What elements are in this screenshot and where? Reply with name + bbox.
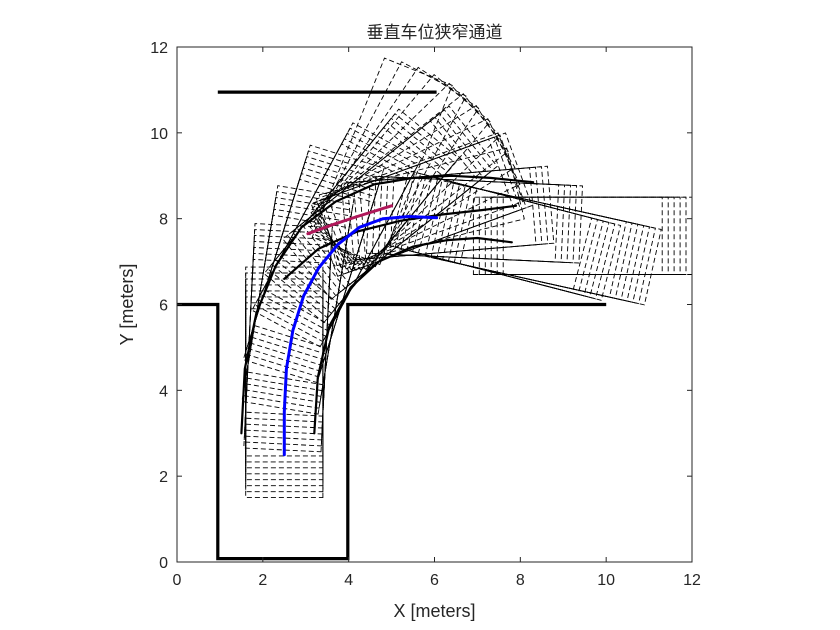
vehicle-footprint — [383, 176, 578, 264]
y-tick-label: 8 — [159, 212, 168, 229]
y-tick-label: 0 — [159, 555, 168, 572]
fanned-footprint — [315, 132, 524, 269]
fanned-footprint — [309, 73, 491, 271]
vehicle-footprint — [253, 144, 385, 350]
fanned-footprint — [318, 147, 525, 267]
x-tick-label: 0 — [173, 572, 182, 589]
swept-boundary-right — [313, 236, 513, 435]
vehicle-footprint — [249, 156, 381, 361]
planned-path — [282, 215, 439, 457]
vehicle-footprint — [300, 105, 498, 286]
fanned-footprint — [310, 93, 509, 271]
x-tick-label: 4 — [344, 572, 353, 589]
vehicle-footprint — [358, 165, 555, 260]
y-tick-label: 12 — [150, 40, 168, 57]
x-axis-label: X [meters] — [393, 601, 475, 621]
swept-boundary-mid — [283, 204, 518, 280]
y-tick-label: 10 — [150, 126, 168, 143]
fanned-footprint — [309, 66, 480, 269]
fanned-footprint — [309, 82, 501, 271]
chart-title: 垂直车位狭窄通道 — [367, 23, 503, 43]
vehicle-footprint — [389, 176, 583, 264]
swept-boundary-left — [240, 174, 535, 435]
vehicle-footprint — [245, 266, 324, 457]
parking-walls-layer — [177, 90, 607, 561]
vehicle-footprints-layer — [241, 57, 692, 499]
y-tick-label: 2 — [159, 469, 168, 486]
axis-ticks: 0 2 4 6 8 10 12 0 2 4 6 8 10 12 — [150, 40, 701, 589]
x-tick-label: 8 — [516, 572, 525, 589]
vehicle-footprint — [459, 187, 662, 306]
x-tick-label: 6 — [430, 572, 439, 589]
x-tick-label: 2 — [258, 572, 267, 589]
y-tick-label: 6 — [159, 298, 168, 315]
vehicle-footprint — [417, 177, 622, 301]
parking-wall — [177, 302, 607, 561]
vehicle-footprint — [296, 109, 494, 289]
y-axis-label: Y [meters] — [117, 264, 137, 346]
swept-boundaries-layer — [240, 174, 535, 435]
alternate-path — [306, 204, 394, 236]
x-tick-label: 10 — [597, 572, 615, 589]
vehicle-footprint — [245, 272, 324, 463]
paths-layer — [282, 204, 439, 457]
vehicle-footprint — [245, 223, 333, 417]
vehicle-footprint — [262, 122, 422, 327]
vehicle-footprint — [278, 108, 460, 305]
vehicle-footprint — [246, 185, 355, 386]
x-tick-label: 12 — [683, 572, 701, 589]
fanned-footprint — [310, 61, 467, 268]
vehicle-footprint — [502, 196, 692, 275]
y-tick-label: 4 — [159, 383, 168, 400]
